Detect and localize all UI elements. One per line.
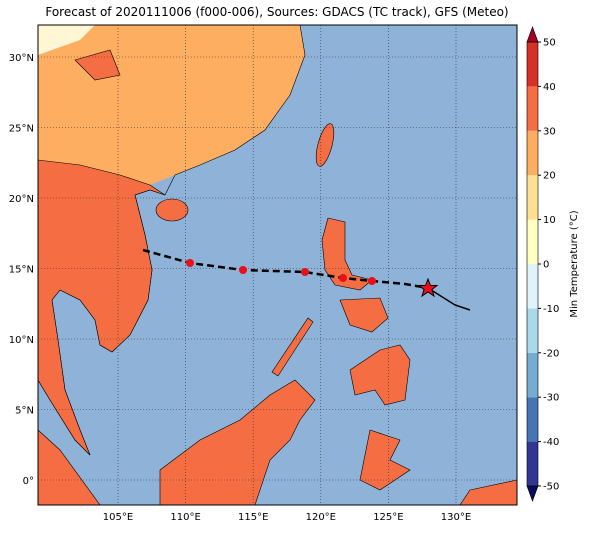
lat-label: 10°N [9,335,34,346]
map-frame [37,24,518,506]
lon-label: 120°E [306,512,336,523]
indochina [37,159,166,456]
graticule [38,25,517,505]
track-point [368,277,376,285]
colorbar-tick-label: -10 [543,304,559,315]
forecast-track [142,248,429,290]
taiwan [315,123,335,167]
track-point [339,274,347,282]
current-position [417,277,439,298]
colorbar-tick-label: 30 [543,126,556,137]
lat-label: 30°N [9,53,34,64]
colorbar-label: Min Temperature (°C) [569,210,580,317]
colorbar-tick-label: 40 [543,82,556,93]
lat-label: 20°N [9,194,34,205]
lon-label: 105°E [103,512,133,523]
colorbar-band [527,441,538,486]
colorbar-under [526,485,539,502]
lon-label: 110°E [170,512,200,523]
lon-label: 130°E [441,512,471,523]
colorbar-tick-label: 20 [543,171,556,182]
hainan [155,198,189,222]
map-area [37,24,518,506]
storm-track [142,248,471,311]
track-point [301,268,309,276]
colorbar-tick-label: 0 [543,260,549,271]
luzon [321,217,373,291]
colorbar-band [527,175,538,220]
colorbar-tick-label: -30 [543,393,559,404]
cold-corner [38,25,95,55]
lat-label: 0° [23,476,34,487]
past-track [427,287,471,311]
colorbar-band [527,308,538,353]
visayas [339,297,389,333]
colorbar-tick-label: 50 [543,38,556,49]
lat-label: 25°N [9,124,34,135]
colorbar-band [527,397,538,442]
palawan [271,317,314,377]
colorbar-band [527,86,538,131]
colorbar-band [527,130,538,176]
colorbar-tick-label: -40 [543,437,559,448]
lat-label: 15°N [9,265,34,276]
lat-label: 5°N [15,406,34,417]
colorbar-tick-label: 10 [543,215,556,226]
colorbar-tick-label: -20 [543,348,559,359]
track-point [186,259,194,267]
colorbar: -50 -40 -30 -20 -10 0 10 20 30 40 50 [526,26,559,502]
map-title: Forecast of 2020111006 (f000-006), Sourc… [45,5,508,19]
colorbar-band [527,264,538,309]
lon-label: 125°E [373,512,403,523]
colorbar-band [527,219,538,264]
land-patch [74,49,121,81]
colorbar-over [526,26,539,43]
track-points [186,259,376,285]
mindanao [349,344,411,406]
colorbar-band [527,352,538,398]
colorbar-tick-label: -50 [543,482,559,493]
track-point [239,266,247,274]
colorbar-band [527,42,538,87]
lon-label: 115°E [238,512,268,523]
